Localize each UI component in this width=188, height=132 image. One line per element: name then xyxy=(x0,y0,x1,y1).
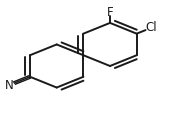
Text: N: N xyxy=(5,79,14,92)
Text: F: F xyxy=(107,6,113,19)
Text: Cl: Cl xyxy=(145,21,157,34)
